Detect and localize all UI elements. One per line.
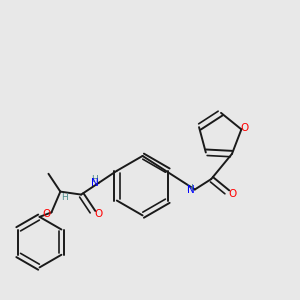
Text: N: N xyxy=(187,184,195,194)
Text: O: O xyxy=(229,189,237,199)
Text: O: O xyxy=(241,123,249,133)
Text: O: O xyxy=(95,209,103,219)
Text: H: H xyxy=(91,175,98,184)
Text: H: H xyxy=(61,193,68,202)
Text: H: H xyxy=(186,184,193,193)
Text: O: O xyxy=(42,209,50,219)
Text: N: N xyxy=(91,178,99,188)
